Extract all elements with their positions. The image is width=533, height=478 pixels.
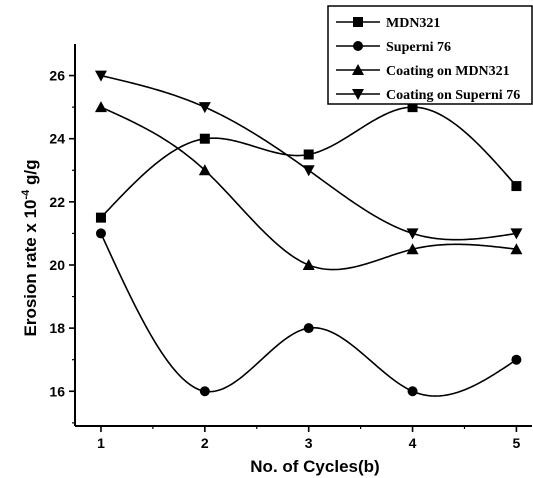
data-point-superni-76 <box>407 386 418 397</box>
data-point-coating-on-superni-76 <box>406 228 419 240</box>
data-point-mdn321 <box>95 212 106 223</box>
data-point-coating-on-superni-76 <box>510 228 523 240</box>
data-point-coating-on-mdn321 <box>510 243 523 255</box>
data-point-coating-on-mdn321 <box>406 243 419 255</box>
data-point-coating-on-mdn321 <box>302 258 315 270</box>
data-point-mdn321 <box>511 181 522 192</box>
data-point-coating-on-mdn321 <box>94 101 107 113</box>
legend-label: Coating on Superni 76 <box>386 88 520 103</box>
fit-curve-mdn321 <box>100 106 518 219</box>
legend-marker <box>352 89 364 100</box>
y-tick-label: 16 <box>49 383 65 399</box>
legend-label: MDN321 <box>386 16 440 31</box>
fit-curve-coating-on-mdn321 <box>100 106 517 271</box>
y-axis-title: Erosion rate x 10-4 g/g <box>20 159 40 336</box>
data-point-coating-on-superni-76 <box>198 102 211 114</box>
legend-marker <box>353 41 363 51</box>
x-tick-label: 1 <box>97 435 105 451</box>
fit-curves <box>100 74 518 397</box>
data-point-superni-76 <box>199 386 210 397</box>
x-tick-label: 5 <box>513 435 521 451</box>
data-point-mdn321 <box>303 149 314 160</box>
y-tick-label: 24 <box>49 131 65 147</box>
x-axis-title: No. of Cycles(b) <box>250 457 379 476</box>
y-tick-label: 22 <box>49 194 65 210</box>
data-point-coating-on-superni-76 <box>302 165 315 177</box>
x-tick-label: 3 <box>305 435 313 451</box>
axes: 1 2 3 4 5 16 18 20 22 24 26 <box>49 44 532 451</box>
data-point-mdn321 <box>407 102 418 113</box>
x-tick-label: 2 <box>201 435 209 451</box>
x-tick-label: 4 <box>409 435 417 451</box>
y-tick-label: 20 <box>49 257 65 273</box>
fit-curve-superni-76 <box>100 233 517 397</box>
data-point-coating-on-superni-76 <box>94 70 107 82</box>
data-point-superni-76 <box>303 323 314 334</box>
legend-label: Superni 76 <box>386 40 451 55</box>
legend-marker <box>352 64 364 75</box>
data-point-superni-76 <box>95 228 106 239</box>
data-markers <box>94 70 523 397</box>
legend: MDN321 Superni 76 Coating on MDN321 Coating… <box>327 5 533 105</box>
y-tick-label: 26 <box>49 68 65 84</box>
data-point-coating-on-mdn321 <box>198 164 211 176</box>
legend-label: Coating on MDN321 <box>386 64 510 79</box>
y-tick-label: 18 <box>49 320 65 336</box>
legend-marker <box>353 17 363 27</box>
data-point-mdn321 <box>199 133 210 144</box>
data-point-superni-76 <box>511 354 522 365</box>
